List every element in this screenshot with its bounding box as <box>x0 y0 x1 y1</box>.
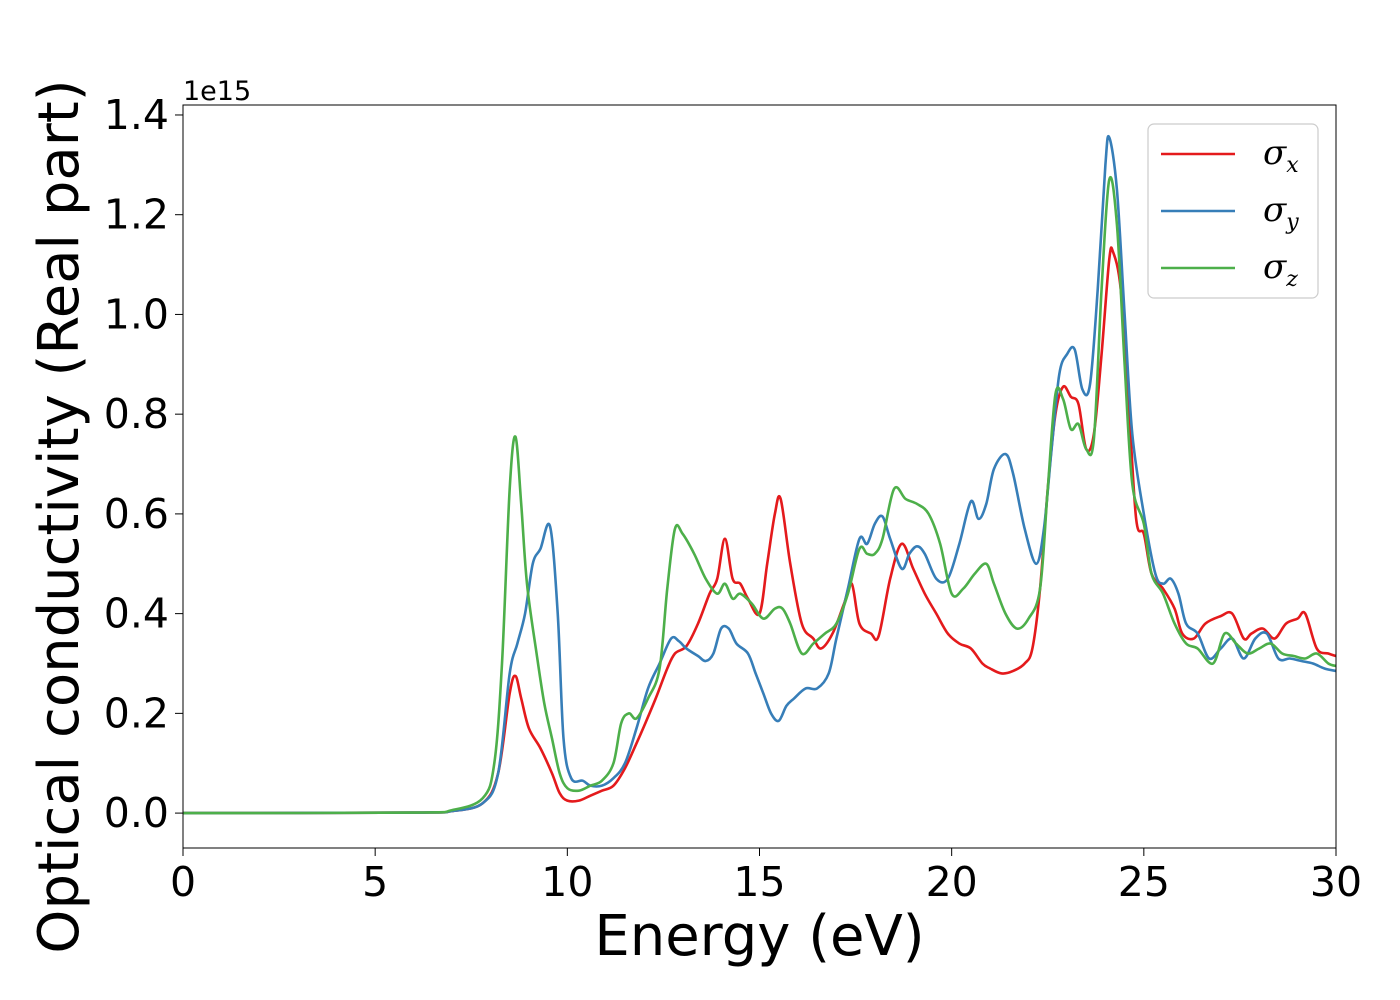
series-line-sigma-z <box>183 176 1336 815</box>
y-tick-label: 0.0 <box>104 789 169 837</box>
y-offset-label: 1e15 <box>183 76 251 107</box>
legend-label-sigma-z: σz <box>1263 247 1298 292</box>
series-line-sigma-y <box>183 135 1336 815</box>
legend: σx σy σz <box>1147 123 1319 299</box>
x-tick-label: 30 <box>1310 858 1362 906</box>
series-line-sigma-x <box>183 246 1336 815</box>
x-tick-label: 10 <box>541 858 593 906</box>
legend-label-sigma-y: σy <box>1263 190 1299 235</box>
x-tick-label: 15 <box>733 858 785 906</box>
x-tick-label: 5 <box>362 858 388 906</box>
x-tick-label: 20 <box>926 858 978 906</box>
y-tick-label: 0.2 <box>104 689 169 737</box>
y-tick-label: 0.6 <box>104 490 169 538</box>
y-axis-label: Optical conductivity (Real part) <box>27 79 92 953</box>
y-tick-label: 0.4 <box>104 590 169 638</box>
y-tick-label: 1.2 <box>104 191 169 239</box>
y-tick-label: 0.8 <box>104 390 169 438</box>
legend-label-sigma-x: σx <box>1263 133 1299 178</box>
y-tick-label: 1.0 <box>104 290 169 338</box>
ticks-layer: 0 5 10 15 20 25 30 0.0 0.2 0.4 0.6 0.8 1.0 1.2 1.4 <box>104 91 1362 906</box>
y-tick-label: 1.4 <box>104 91 169 139</box>
x-axis-label: Energy (eV) <box>594 904 924 969</box>
series-layer <box>183 135 1336 815</box>
x-tick-label: 25 <box>1118 858 1170 906</box>
x-tick-label: 0 <box>170 858 196 906</box>
